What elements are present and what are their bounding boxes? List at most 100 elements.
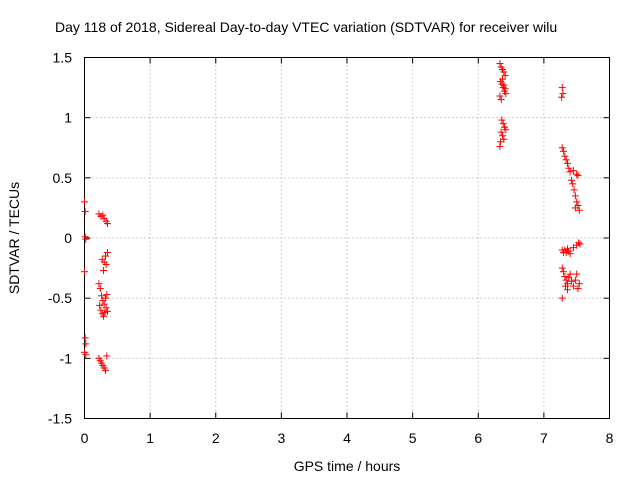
data-point <box>103 307 111 315</box>
data-point <box>560 147 568 155</box>
data-points <box>81 60 584 374</box>
data-point <box>565 274 573 282</box>
y-tick-label: 0.5 <box>53 170 73 186</box>
data-point <box>96 285 104 293</box>
data-point <box>560 268 568 276</box>
data-point <box>566 270 574 278</box>
data-point <box>576 240 584 248</box>
data-point <box>558 294 566 302</box>
data-point <box>497 138 505 146</box>
x-tick-label: 3 <box>277 430 285 446</box>
data-point <box>569 180 577 188</box>
data-point <box>569 282 577 290</box>
x-tick-label: 8 <box>606 430 614 446</box>
data-point <box>102 294 109 302</box>
data-point <box>567 176 575 184</box>
data-point <box>501 85 509 93</box>
data-point <box>82 340 90 348</box>
x-tick-label: 2 <box>212 430 220 446</box>
x-tick-label: 0 <box>81 430 89 446</box>
data-point <box>502 126 510 134</box>
data-point <box>96 301 104 309</box>
data-point <box>564 286 571 294</box>
data-point <box>496 60 504 68</box>
data-point <box>558 264 566 272</box>
data-point <box>569 167 577 175</box>
data-point <box>502 90 510 98</box>
data-point <box>100 312 108 320</box>
data-point <box>82 235 90 243</box>
x-tick-label: 5 <box>409 430 417 446</box>
data-point <box>566 168 574 176</box>
data-point <box>81 268 88 276</box>
data-point <box>501 72 509 80</box>
data-point <box>81 334 89 342</box>
y-tick-label: 1 <box>64 110 72 126</box>
data-point <box>102 252 109 260</box>
data-point <box>499 75 507 83</box>
x-axis-label: GPS time / hours <box>294 458 401 474</box>
y-tick-label: 1.5 <box>53 50 73 66</box>
data-point <box>575 239 583 247</box>
data-point <box>566 250 574 258</box>
data-point <box>103 220 111 228</box>
data-point <box>562 282 570 290</box>
data-point <box>573 198 581 206</box>
data-point <box>571 204 579 212</box>
x-tick-labels: 0 1 2 3 4 5 6 7 8 <box>81 430 614 446</box>
data-point <box>102 260 110 268</box>
data-point <box>100 266 108 274</box>
data-point <box>103 352 111 360</box>
grid <box>84 57 610 419</box>
data-point <box>498 116 506 124</box>
x-tick-label: 6 <box>474 430 482 446</box>
data-point <box>496 92 504 100</box>
data-point <box>574 171 582 179</box>
data-point <box>561 273 569 281</box>
data-point <box>558 144 566 152</box>
data-point <box>500 81 508 89</box>
data-point <box>81 198 88 206</box>
data-point <box>97 306 105 314</box>
data-point <box>561 152 569 160</box>
data-point <box>497 128 505 136</box>
data-point <box>559 90 567 98</box>
data-point <box>567 277 575 285</box>
plot-frame <box>84 57 610 419</box>
y-axis-label: SDTVAR / TECUs <box>6 182 22 294</box>
data-point <box>573 170 581 178</box>
data-point <box>574 285 582 293</box>
data-point <box>100 300 108 308</box>
chart-title: Day 118 of 2018, Sidereal Day-to-day VTE… <box>55 19 557 35</box>
y-tick-label: -1.5 <box>48 411 72 427</box>
data-point <box>496 143 504 151</box>
data-point <box>575 206 583 214</box>
data-point <box>562 156 570 164</box>
data-point <box>103 291 111 299</box>
data-point <box>102 366 109 374</box>
data-point <box>570 186 578 194</box>
y-tick-label: -0.5 <box>48 290 72 306</box>
x-tick-label: 4 <box>343 430 351 446</box>
data-point <box>571 192 579 200</box>
data-point <box>95 280 103 288</box>
x-tick-label: 7 <box>540 430 548 446</box>
data-point <box>499 120 507 128</box>
data-point <box>82 351 90 359</box>
data-point <box>573 270 581 278</box>
data-point <box>95 354 103 362</box>
data-point <box>571 276 579 284</box>
data-point <box>575 280 583 288</box>
data-point <box>564 159 571 167</box>
data-point <box>102 304 110 312</box>
y-tick-label: -1 <box>60 350 73 366</box>
data-point <box>497 96 505 104</box>
data-point <box>81 208 89 216</box>
data-point <box>103 248 111 256</box>
data-point <box>558 84 566 92</box>
data-point <box>99 211 107 219</box>
data-point <box>500 68 508 76</box>
y-tick-labels: -1.5 -1 -0.5 0 0.5 1 1.5 <box>48 50 72 427</box>
y-tick-label: 0 <box>64 230 72 246</box>
